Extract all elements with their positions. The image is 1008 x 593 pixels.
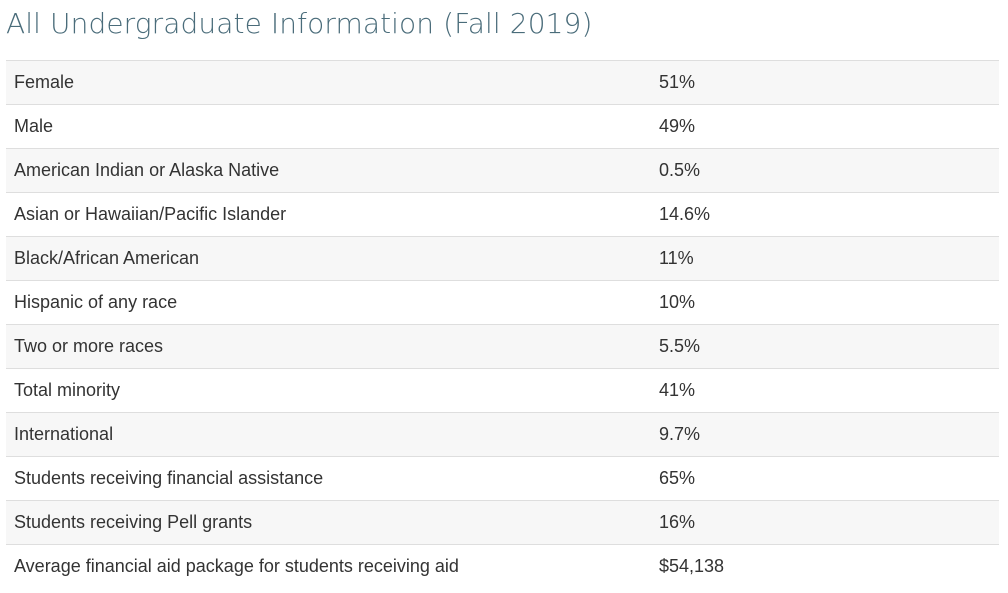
- row-value: 49%: [651, 104, 999, 149]
- table-row: Female 51%: [6, 60, 999, 105]
- table-row: Total minority 41%: [6, 368, 999, 413]
- row-label: Hispanic of any race: [6, 280, 651, 325]
- table-row: Asian or Hawaiian/Pacific Islander 14.6%: [6, 192, 999, 237]
- row-label: Students receiving financial assistance: [6, 456, 651, 501]
- row-label: Male: [6, 104, 651, 149]
- row-value: 16%: [651, 500, 999, 545]
- table-row: Hispanic of any race 10%: [6, 280, 999, 325]
- row-value: 14.6%: [651, 192, 999, 237]
- table-row: Students receiving Pell grants 16%: [6, 500, 999, 545]
- row-label: International: [6, 412, 651, 457]
- row-value: 51%: [651, 60, 999, 105]
- row-label: Total minority: [6, 368, 651, 413]
- row-label: American Indian or Alaska Native: [6, 148, 651, 193]
- table-row: International 9.7%: [6, 412, 999, 457]
- row-label: Average financial aid package for studen…: [6, 544, 651, 589]
- row-value: 5.5%: [651, 324, 999, 369]
- table-row: American Indian or Alaska Native 0.5%: [6, 148, 999, 193]
- row-label: Black/African American: [6, 236, 651, 281]
- row-label: Students receiving Pell grants: [6, 500, 651, 545]
- page-title: All Undergraduate Information (Fall 2019…: [6, 7, 593, 40]
- row-label: Asian or Hawaiian/Pacific Islander: [6, 192, 651, 237]
- row-value: 65%: [651, 456, 999, 501]
- row-label: Two or more races: [6, 324, 651, 369]
- table-row: Average financial aid package for studen…: [6, 544, 999, 589]
- row-value: 11%: [651, 236, 999, 281]
- row-value: 10%: [651, 280, 999, 325]
- row-value: 9.7%: [651, 412, 999, 457]
- table-row: Male 49%: [6, 104, 999, 149]
- table-row: Two or more races 5.5%: [6, 324, 999, 369]
- row-label: Female: [6, 60, 651, 105]
- row-value: 0.5%: [651, 148, 999, 193]
- row-value: $54,138: [651, 544, 999, 589]
- table-row: Black/African American 11%: [6, 236, 999, 281]
- table-row: Students receiving financial assistance …: [6, 456, 999, 501]
- undergraduate-info-table: Female 51% Male 49% American Indian or A…: [6, 60, 999, 589]
- row-value: 41%: [651, 368, 999, 413]
